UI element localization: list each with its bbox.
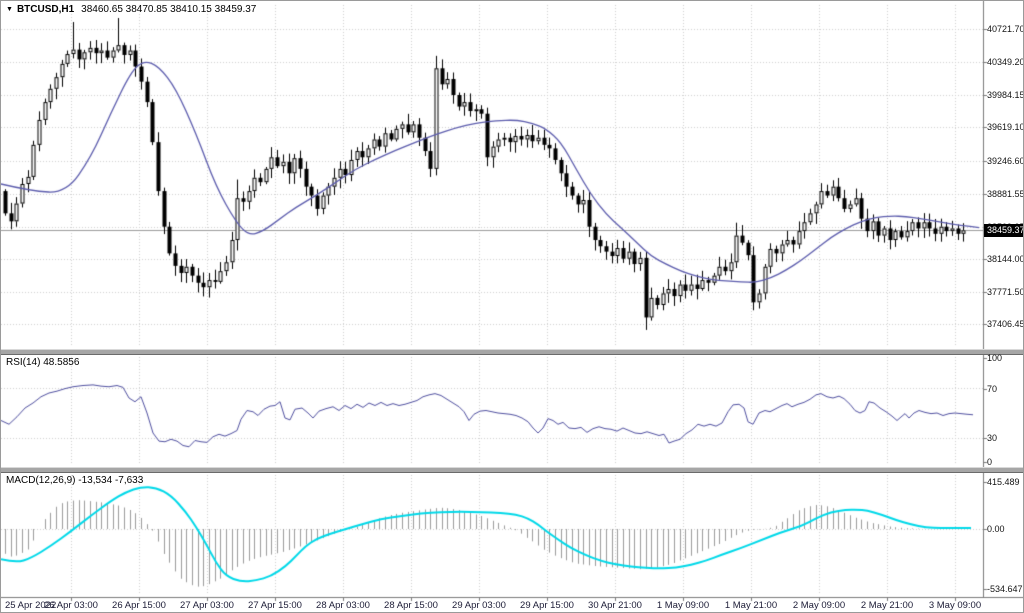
symbol-header: ▼ BTCUSD,H1 38460.65 38470.85 38410.15 384… (6, 4, 256, 15)
current-price-value: 38459.37 (987, 225, 1024, 235)
rsi-indicator-label: RSI(14) 48.5856 (6, 357, 80, 368)
panel-separator-macd[interactable] (1, 467, 1023, 473)
symbol-dropdown-icon[interactable]: ▼ (6, 6, 13, 13)
macd-indicator-label: MACD(12,26,9) -13,534 -7,633 (6, 475, 144, 486)
current-price-tag: 38459.37 (984, 224, 1024, 237)
panel-separator-rsi[interactable] (1, 349, 1023, 355)
symbol-title: BTCUSD,H1 (16, 4, 75, 15)
ohlc-readout: 38460.65 38470.85 38410.15 38459.37 (81, 4, 257, 15)
